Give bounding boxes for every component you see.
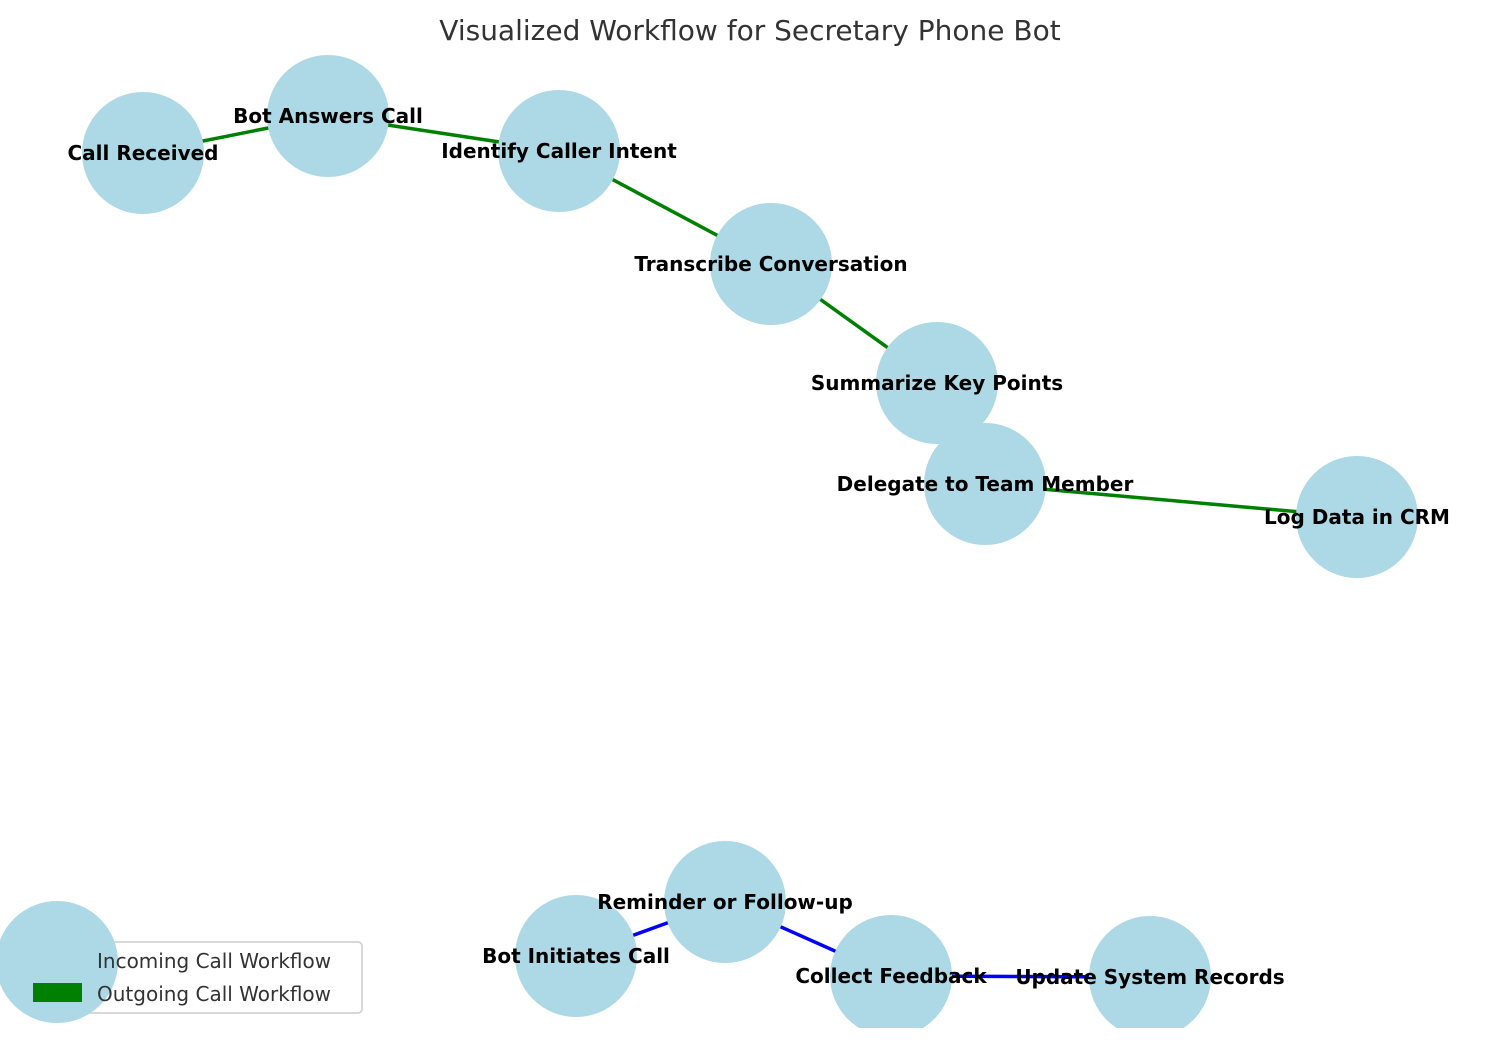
node-delegate-to-team-member — [924, 423, 1046, 545]
node-reminder-or-follow-up — [664, 841, 786, 963]
node-label-update-system-records: Update System Records — [1015, 965, 1284, 989]
legend-item-incoming: Incoming Call Workflow — [97, 949, 331, 973]
diagram-title: Visualized Workflow for Secretary Phone … — [439, 14, 1060, 47]
node-transcribe-conversation — [710, 203, 832, 325]
node-bot-answers-call — [267, 55, 389, 177]
node-summarize-key-points — [876, 322, 998, 444]
legend-node-marker — [0, 901, 118, 1023]
edge-delegate-to-team-member-to-log-data-in-crm — [984, 482, 1358, 519]
node-identify-caller-intent — [498, 90, 620, 212]
legend-edge-swatch — [33, 983, 82, 1002]
legend-item-outgoing: Outgoing Call Workflow — [97, 982, 331, 1006]
legend: Incoming Call Workflow Outgoing Call Wor… — [0, 901, 363, 1023]
node-label-bot-initiates-call: Bot Initiates Call — [482, 944, 670, 968]
node-call-received — [82, 92, 204, 214]
node-label-summarize-key-points: Summarize Key Points — [811, 371, 1063, 395]
node-label-delegate-to-team-member: Delegate to Team Member — [837, 472, 1134, 496]
node-label-log-data-in-crm: Log Data in CRM — [1264, 505, 1450, 529]
node-bot-initiates-call — [515, 895, 637, 1017]
node-label-reminder-or-follow-up: Reminder or Follow-up — [597, 890, 853, 914]
node-update-system-records — [1089, 916, 1211, 1028]
node-label-call-received: Call Received — [67, 141, 218, 165]
node-log-data-in-crm — [1296, 456, 1418, 578]
node-collect-feedback — [830, 915, 952, 1028]
node-label-transcribe-conversation: Transcribe Conversation — [634, 252, 907, 276]
node-label-collect-feedback: Collect Feedback — [795, 964, 987, 988]
node-label-identify-caller-intent: Identify Caller Intent — [441, 139, 677, 163]
node-label-bot-answers-call: Bot Answers Call — [233, 104, 423, 128]
